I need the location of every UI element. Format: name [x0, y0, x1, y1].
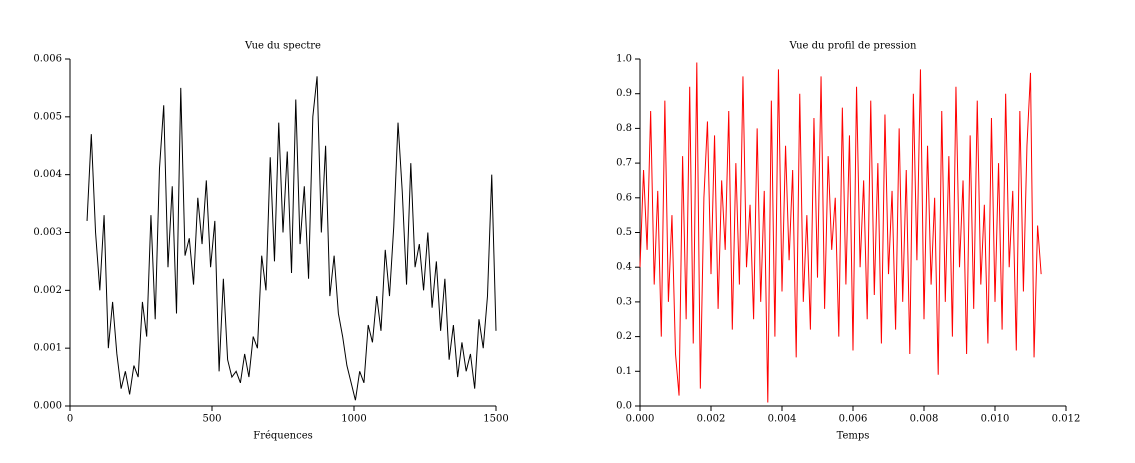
data-line: [86, 76, 497, 401]
x-tick-label: 1000: [341, 414, 366, 425]
data-line: [639, 62, 1042, 403]
x-tick-label: 0: [67, 414, 73, 425]
y-tick-label: 1.0: [616, 54, 632, 65]
y-tick-label: 0.4: [616, 262, 632, 273]
chart-title: Vue du profil de pression: [789, 41, 917, 52]
x-tick-label: 0.004: [768, 414, 797, 425]
x-tick-label: 0.000: [626, 414, 655, 425]
y-tick-label: 0.2: [616, 331, 632, 342]
x-axis-label: Fréquences: [253, 431, 313, 442]
y-tick-label: 0.000: [33, 401, 62, 412]
x-tick-label: 0.002: [697, 414, 726, 425]
y-tick-label: 0.001: [33, 343, 62, 354]
y-tick-label: 0.9: [616, 88, 632, 99]
y-tick-label: 0.003: [33, 227, 62, 238]
y-tick-label: 0.7: [616, 158, 632, 169]
x-tick-label: 1500: [483, 414, 508, 425]
x-tick-label: 0.008: [910, 414, 939, 425]
y-tick-label: 0.3: [616, 296, 632, 307]
x-tick-label: 500: [202, 414, 221, 425]
x-tick-label: 0.012: [1052, 414, 1081, 425]
x-tick-label: 0.010: [981, 414, 1010, 425]
y-tick-label: 0.006: [33, 54, 62, 65]
y-tick-label: 0.005: [33, 111, 62, 122]
x-tick-label: 0.006: [839, 414, 868, 425]
y-tick-label: 0.8: [616, 123, 632, 134]
chart-title: Vue du spectre: [244, 41, 321, 52]
y-tick-label: 0.1: [616, 366, 632, 377]
x-axis-label: Temps: [837, 431, 870, 442]
y-tick-label: 0.5: [616, 227, 632, 238]
y-tick-label: 0.004: [33, 169, 62, 180]
y-tick-label: 0.002: [33, 285, 62, 296]
y-tick-label: 0.0: [616, 401, 632, 412]
y-tick-label: 0.6: [616, 192, 632, 203]
